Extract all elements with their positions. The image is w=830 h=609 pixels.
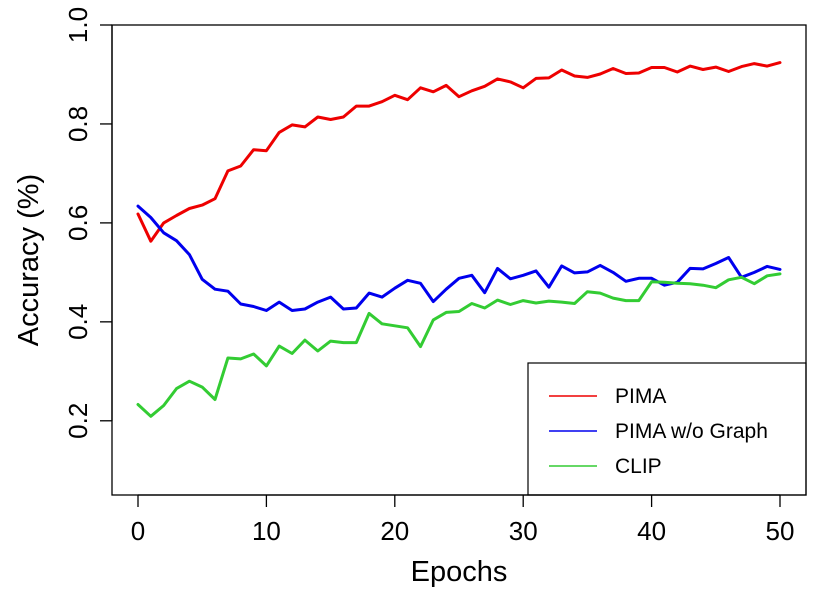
y-axis: 0.2 0.4 0.6 0.8 1.0 xyxy=(63,7,113,439)
x-axis: 0 10 20 30 40 50 xyxy=(131,494,795,546)
series-line-0 xyxy=(136,61,782,243)
y-tick-label: 0.8 xyxy=(63,106,93,142)
x-tick-label: 10 xyxy=(252,516,281,546)
x-tick-label: 30 xyxy=(509,516,538,546)
x-tick-label: 20 xyxy=(380,516,409,546)
x-tick-label: 50 xyxy=(766,516,795,546)
legend: PIMA PIMA w/o Graph CLIP xyxy=(527,362,807,496)
series-line-2 xyxy=(136,272,782,418)
legend-label: PIMA w/o Graph xyxy=(615,420,768,443)
y-tick-label: 0.2 xyxy=(63,403,93,439)
y-tick-label: 0.6 xyxy=(63,205,93,241)
y-axis-title: Accuracy (%) xyxy=(13,174,45,346)
x-axis-title: Epochs xyxy=(411,556,508,588)
y-tick-label: 1.0 xyxy=(63,7,93,43)
legend-label: CLIP xyxy=(615,455,662,478)
x-tick-label: 0 xyxy=(131,516,145,546)
y-tick-label: 0.4 xyxy=(63,304,93,340)
legend-label: PIMA xyxy=(615,385,666,408)
x-tick-label: 40 xyxy=(637,516,666,546)
series-layer xyxy=(136,61,782,418)
